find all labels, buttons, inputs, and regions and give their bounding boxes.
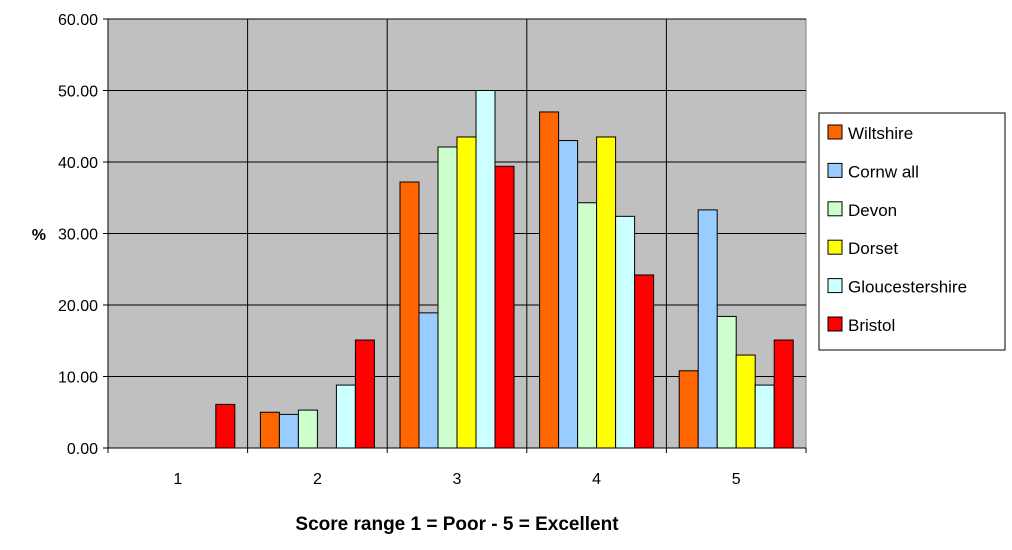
x-tick-label: 5 xyxy=(732,471,741,488)
x-tick-label: 2 xyxy=(313,471,322,488)
y-tick-label: 40.00 xyxy=(58,155,98,172)
legend-label: Cornw all xyxy=(848,162,919,181)
x-tick-labels: 1 2 3 4 5 xyxy=(173,471,740,488)
bar-gloucestershire-2 xyxy=(335,384,356,449)
bar-dorset-5 xyxy=(735,354,756,449)
bar-gloucestershire-3 xyxy=(475,90,496,449)
legend-swatch xyxy=(827,124,843,140)
legend-label: Devon xyxy=(848,201,897,220)
legend: Wiltshire Cornw all Devon Dorset Gloucesters… xyxy=(818,112,1006,351)
x-axis-label: Score range 1 = Poor - 5 = Excellent xyxy=(295,514,619,535)
y-tick-label: 30.00 xyxy=(58,227,98,244)
legend-label: Wiltshire xyxy=(848,124,913,143)
y-tick-labels: 0.00 10.00 20.00 30.00 40.00 50.00 60.00 xyxy=(58,12,98,458)
bars xyxy=(215,90,794,449)
legend-swatch xyxy=(827,316,843,332)
bar-wiltshire-4 xyxy=(539,111,560,449)
bar-wiltshire-5 xyxy=(678,370,699,449)
legend-swatch xyxy=(827,201,843,217)
bar-gloucestershire-5 xyxy=(754,384,775,449)
legend-swatch xyxy=(827,162,843,178)
bar-devon-4 xyxy=(577,202,598,449)
y-tick-label: 60.00 xyxy=(58,12,98,29)
bar-bristol-3 xyxy=(494,165,515,449)
y-tick-label: 10.00 xyxy=(58,370,98,387)
legend-box xyxy=(818,112,1006,351)
legend-label: Dorset xyxy=(848,239,898,258)
bar-bristol-2 xyxy=(354,339,375,449)
legend-swatch xyxy=(827,239,843,255)
y-tick-label: 0.00 xyxy=(67,441,98,458)
bar-cornwall-5 xyxy=(697,209,718,449)
bar-bristol-1 xyxy=(215,403,236,449)
bar-cornwall-3 xyxy=(418,312,439,449)
x-tick-label: 4 xyxy=(592,471,601,488)
y-tick-label: 20.00 xyxy=(58,298,98,315)
bar-dorset-4 xyxy=(596,136,617,449)
bar-bristol-5 xyxy=(773,339,794,449)
legend-swatch xyxy=(827,278,843,294)
legend-label: Gloucestershire xyxy=(848,278,967,297)
bar-wiltshire-3 xyxy=(399,181,420,449)
bar-devon-3 xyxy=(437,146,458,449)
bar-cornwall-4 xyxy=(558,140,579,449)
legend-label: Bristol xyxy=(848,316,895,335)
bar-devon-2 xyxy=(297,409,318,449)
bar-wiltshire-2 xyxy=(259,411,280,449)
axes xyxy=(103,18,807,453)
bar-dorset-3 xyxy=(456,136,477,449)
bar-devon-5 xyxy=(716,315,737,449)
bar-cornwall-2 xyxy=(278,413,299,449)
bar-bristol-4 xyxy=(634,274,655,449)
y-axis-label: % xyxy=(32,227,46,244)
y-tick-label: 50.00 xyxy=(58,84,98,101)
x-tick-label: 3 xyxy=(453,471,462,488)
x-tick-label: 1 xyxy=(173,471,182,488)
bar-gloucestershire-4 xyxy=(615,215,636,449)
